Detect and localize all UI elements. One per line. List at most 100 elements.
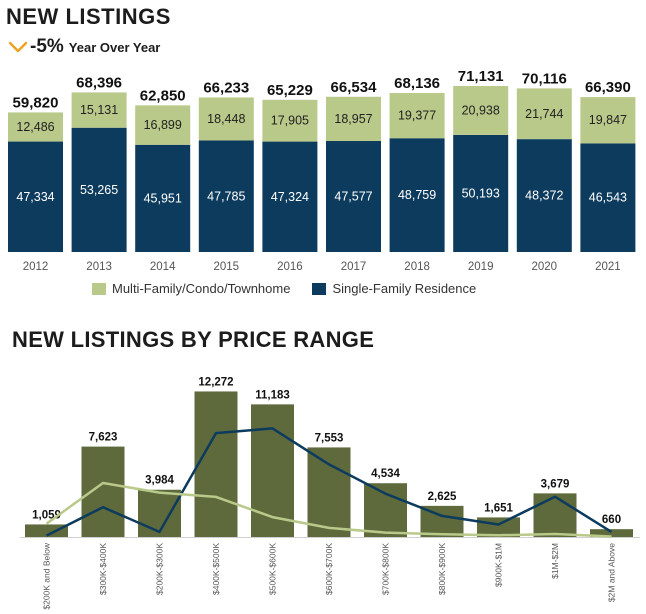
label-multi-2012: 12,486: [16, 120, 54, 134]
price-tick-10: $2M and Above: [607, 543, 617, 602]
price-tick-9: $1M-$2M: [550, 543, 560, 579]
bar-single-2013: [71, 127, 127, 252]
bar-single-2015: [198, 140, 254, 252]
price-bar-label-3: 12,272: [198, 376, 233, 388]
new-listings-stacked-bar-chart: 47,334 12,486 59,820 2012 53,265 15,131 68,396…: [8, 68, 636, 273]
price-bar-1: [81, 446, 125, 537]
chart-legend: Multi-Family/Condo/Townhome Single-Famil…: [92, 281, 498, 296]
price-bar-2: [138, 489, 181, 537]
price-bar-0: [25, 524, 68, 537]
price-bar-label-8: 1,651: [484, 502, 513, 514]
label-multi-2020: 21,744: [525, 107, 563, 121]
x-tick-2019: 2019: [468, 261, 494, 273]
price-tick-8: $900K-$1M: [494, 543, 504, 587]
price-bar-label-9: 3,679: [541, 478, 570, 490]
label-total-2013: 68,396: [76, 74, 122, 91]
bar-multi-2017: [326, 96, 381, 141]
x-tick-2016: 2016: [277, 261, 303, 273]
x-tick-2021: 2021: [595, 261, 621, 273]
bar-single-2021: [580, 143, 636, 252]
price-bar-4: [251, 404, 294, 537]
label-total-2014: 62,850: [140, 87, 186, 104]
legend-item-multi: Multi-Family/Condo/Townhome: [92, 281, 290, 296]
label-total-2016: 65,229: [267, 82, 313, 99]
bar-single-2019: [453, 134, 509, 252]
x-tick-2012: 2012: [23, 261, 49, 273]
bar-multi-2016: [262, 99, 318, 142]
price-bar-label-2: 3,984: [145, 475, 174, 487]
section-title-price-range: NEW LISTINGS BY PRICE RANGE: [12, 327, 375, 352]
legend-swatch-multi: [92, 282, 106, 295]
bar-single-2016: [262, 141, 318, 252]
label-single-2013: 53,265: [80, 183, 118, 197]
bar-multi-2019: [453, 86, 509, 135]
price-bar-label-7: 2,625: [428, 491, 457, 503]
price-bar-10: [590, 529, 633, 537]
label-single-2014: 45,951: [144, 191, 182, 205]
label-total-2015: 66,233: [203, 79, 249, 96]
label-total-2018: 68,136: [394, 75, 440, 92]
label-total-2017: 66,534: [331, 79, 378, 96]
price-bar-9: [533, 493, 577, 537]
x-tick-2018: 2018: [404, 261, 430, 273]
price-bar-3: [194, 391, 238, 537]
price-tick-4: $500K-$600K: [268, 543, 278, 595]
bar-single-2018: [389, 138, 445, 252]
trend-line-light: [45, 481, 612, 538]
label-multi-2018: 19,377: [398, 109, 436, 123]
bar-multi-2014: [135, 105, 191, 145]
x-tick-2014: 2014: [150, 261, 176, 273]
bar-multi-2020: [516, 88, 572, 140]
label-total-2012: 59,820: [13, 94, 59, 111]
price-bar-label-5: 7,553: [315, 432, 344, 444]
bar-multi-2021: [580, 97, 636, 144]
label-single-2017: 47,577: [334, 189, 372, 203]
price-bar-label-10: 660: [602, 514, 621, 526]
price-tick-2: $200K-$300K: [155, 543, 165, 595]
label-single-2012: 47,334: [16, 190, 54, 204]
bar-single-2012: [8, 141, 63, 252]
price-tick-1: $300K-$400K: [98, 543, 108, 595]
bar-multi-2015: [198, 97, 254, 141]
yoy-label: Year Over Year: [68, 40, 161, 55]
price-bar-label-1: 7,623: [89, 432, 118, 444]
bar-single-2014: [135, 144, 191, 252]
label-single-2020: 48,372: [525, 189, 563, 203]
bar-multi-2018: [389, 93, 445, 139]
label-multi-2016: 17,905: [271, 114, 309, 128]
price-bar-label-4: 11,183: [255, 389, 290, 401]
label-multi-2019: 20,938: [462, 103, 500, 117]
label-single-2015: 47,785: [207, 189, 245, 203]
yoy-indicator: -5% Year Over Year: [8, 36, 160, 58]
price-bar-5: [307, 447, 351, 537]
legend-label-single: Single-Family Residence: [332, 281, 477, 296]
label-multi-2014: 16,899: [144, 118, 182, 132]
x-tick-2015: 2015: [214, 261, 240, 273]
price-bar-6: [364, 483, 407, 537]
price-bar-label-6: 4,534: [371, 468, 400, 480]
label-total-2020: 70,116: [522, 70, 567, 87]
label-single-2021: 46,543: [589, 191, 627, 205]
price-tick-7: $800K-$900K: [437, 543, 447, 595]
legend-swatch-single: [312, 282, 327, 295]
price-tick-5: $600K-$700K: [324, 543, 334, 595]
x-tick-2020: 2020: [532, 261, 558, 273]
price-tick-3: $400K-$500K: [211, 543, 221, 595]
legend-item-single: Single-Family Residence: [312, 281, 476, 296]
label-multi-2015: 18,448: [207, 112, 245, 126]
page-title: NEW LISTINGS: [6, 4, 171, 29]
price-tick-0: $200K and Below: [42, 542, 52, 609]
x-tick-2013: 2013: [86, 261, 112, 273]
label-total-2021: 66,390: [585, 79, 631, 96]
chevron-down-icon: [8, 41, 28, 53]
x-tick-2017: 2017: [341, 261, 367, 273]
legend-label-multi: Multi-Family/Condo/Townhome: [112, 281, 291, 296]
label-single-2018: 48,759: [398, 188, 436, 202]
trend-line-dark: [45, 427, 613, 537]
price-tick-6: $700K-$800K: [381, 543, 391, 595]
label-multi-2021: 19,847: [589, 113, 627, 127]
label-total-2019: 71,131: [458, 68, 504, 85]
bar-single-2017: [326, 140, 381, 252]
label-single-2016: 47,324: [271, 190, 309, 204]
